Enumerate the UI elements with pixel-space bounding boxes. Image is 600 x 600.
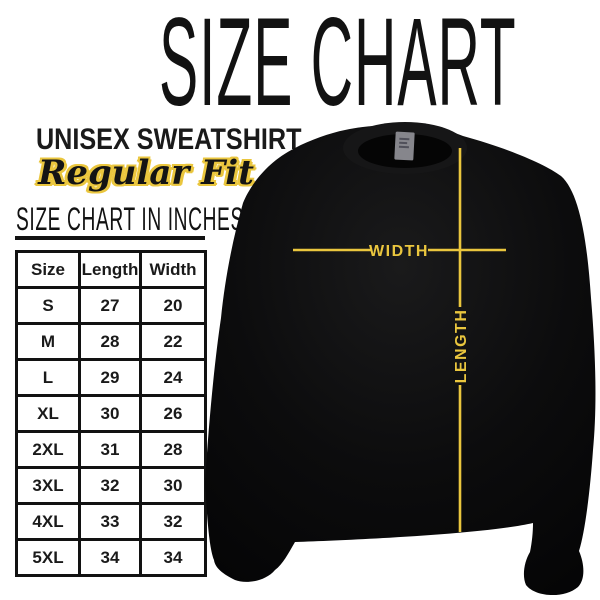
table-row: 4XL 33 32 [15, 502, 207, 541]
table-row: L 29 24 [15, 358, 207, 397]
heading-underline [15, 236, 205, 240]
width-label: WIDTH [369, 243, 429, 260]
length-cell: 34 [78, 538, 142, 577]
length-cell: 30 [78, 394, 142, 433]
table-row: 3XL 32 30 [15, 466, 207, 505]
neck-tag [394, 131, 415, 161]
width-cell: 26 [139, 394, 207, 433]
page-title: SIZE CHART [159, 0, 517, 132]
length-cell: 27 [78, 286, 142, 325]
size-cell: S [15, 286, 81, 325]
table-row: 5XL 34 34 [15, 538, 207, 577]
length-cell: 33 [78, 502, 142, 541]
size-cell: M [15, 322, 81, 361]
size-cell: 5XL [15, 538, 81, 577]
length-cell: 29 [78, 358, 142, 397]
width-cell: 34 [139, 538, 207, 577]
table-row: M 28 22 [15, 322, 207, 361]
width-cell: 30 [139, 466, 207, 505]
width-cell: 24 [139, 358, 207, 397]
length-cell: 31 [78, 430, 142, 469]
column-header-size: Size [15, 250, 81, 289]
fit-subheading: Regular Fit [38, 153, 254, 193]
size-section-heading: SIZE CHART IN INCHES [16, 201, 244, 237]
column-header-length: Length [78, 250, 142, 289]
size-cell: 2XL [15, 430, 81, 469]
width-cell: 28 [139, 430, 207, 469]
table-row: 2XL 31 28 [15, 430, 207, 469]
column-header-width: Width [139, 250, 207, 289]
length-cell: 28 [78, 322, 142, 361]
size-cell: L [15, 358, 81, 397]
size-cell: XL [15, 394, 81, 433]
size-cell: 3XL [15, 466, 81, 505]
sweatshirt-silhouette [205, 125, 596, 596]
width-cell: 32 [139, 502, 207, 541]
table-row: S 27 20 [15, 286, 207, 325]
table-header-row: Size Length Width [15, 250, 207, 289]
length-cell: 32 [78, 466, 142, 505]
sweatshirt-photo: WIDTH LENGTH [205, 122, 596, 596]
length-label: LENGTH [453, 309, 470, 384]
width-cell: 22 [139, 322, 207, 361]
width-cell: 20 [139, 286, 207, 325]
size-table: Size Length Width S 27 20 M 28 22 L 29 2… [15, 250, 207, 577]
size-cell: 4XL [15, 502, 81, 541]
table-row: XL 30 26 [15, 394, 207, 433]
